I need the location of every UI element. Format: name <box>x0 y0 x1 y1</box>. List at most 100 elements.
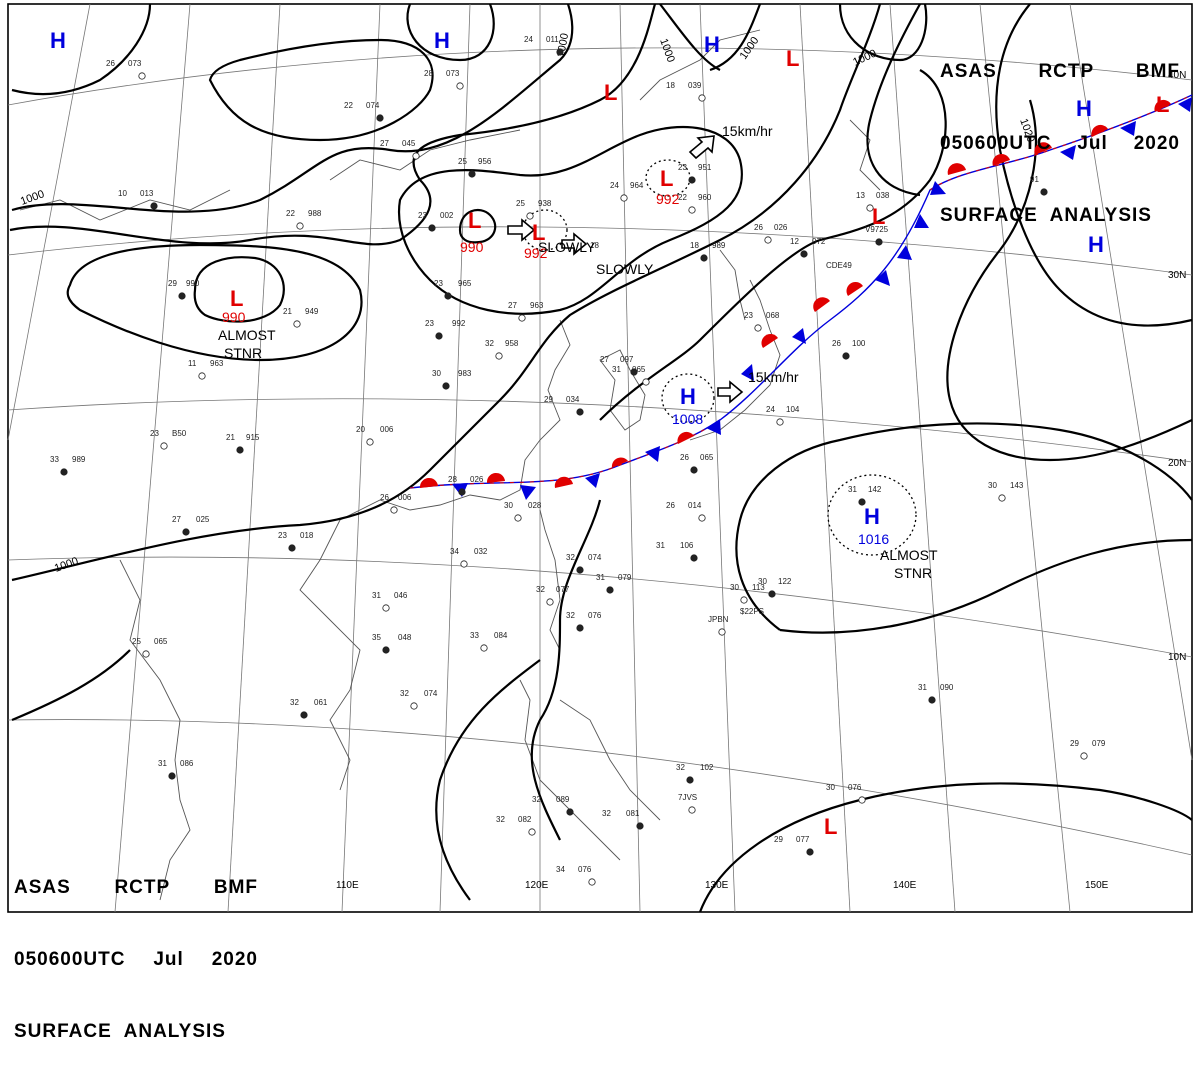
station-value: 27 <box>600 355 609 364</box>
warm-front-semicircle <box>677 431 694 444</box>
station-marker <box>1080 752 1088 760</box>
issuer-code: BMF <box>213 877 258 898</box>
station-value: 11 <box>188 359 197 368</box>
station-value: 23 <box>744 311 753 320</box>
station-code: RCTP <box>1038 61 1095 82</box>
station-value: 013 <box>140 189 154 198</box>
station-value: 963 <box>530 301 544 310</box>
station-value: 22 <box>344 101 353 110</box>
station-marker <box>198 372 206 380</box>
station-value: 065 <box>154 637 168 646</box>
low-pressure-center: L <box>468 208 481 233</box>
high-pressure-center: H <box>50 28 66 53</box>
chart-header-top: ASAS RCTP BMF 050600UTC Jul 2020 SURFACE… <box>940 12 1180 252</box>
lat-labels: 40N 30N 20N 10N <box>1168 70 1186 663</box>
station-value: 91 <box>1030 175 1039 184</box>
station-value: 32 <box>532 795 541 804</box>
annotation-stnr: STNR <box>894 565 932 581</box>
station-marker <box>800 250 808 258</box>
station-marker <box>142 650 150 658</box>
station-marker <box>412 152 420 160</box>
station-marker <box>768 590 776 598</box>
annotations: ALMOST STNR SLOWLY SLOWLY 15km/hr 15km/h… <box>218 123 938 581</box>
warm-front-semicircle <box>486 472 505 483</box>
station-value: 32 <box>676 763 685 772</box>
station-value: 26 <box>680 453 689 462</box>
lon-label-120e: 120E <box>525 880 549 891</box>
warm-front-semicircle <box>1154 99 1171 112</box>
station-value: 992 <box>452 319 466 328</box>
station-value: 081 <box>626 809 640 818</box>
station-value: 915 <box>246 433 260 442</box>
cold-front-triangle <box>741 364 754 381</box>
low-pressure-center: L <box>604 80 617 105</box>
station-value: 960 <box>698 193 712 202</box>
latitude-lines <box>7 47 1193 856</box>
annotation-slowly: SLOWLY <box>596 261 654 277</box>
station-value: 32 <box>602 809 611 818</box>
station-marker <box>168 772 176 780</box>
lon-label-150e: 150E <box>1085 880 1109 891</box>
product-code: ASAS <box>940 61 997 82</box>
station-value: 034 <box>566 395 580 404</box>
station-value: 25 <box>516 199 525 208</box>
warm-front-symbols <box>419 99 1171 488</box>
station-code: RCTP <box>114 877 171 898</box>
station-value: 949 <box>305 307 319 316</box>
station-value: 10 <box>118 189 127 198</box>
station-marker <box>526 212 534 220</box>
station-marker <box>410 702 418 710</box>
station-marker <box>428 224 436 232</box>
station-value: 31 <box>848 485 857 494</box>
footer-line-3: SURFACE ANALYSIS <box>14 1021 226 1042</box>
station-marker <box>458 488 466 496</box>
low-pressure-value: 990 <box>460 239 484 255</box>
station-value: 23 <box>278 531 287 540</box>
station-value: 988 <box>308 209 322 218</box>
station-value: 956 <box>478 157 492 166</box>
station-marker <box>576 624 584 632</box>
station-value: 33 <box>470 631 479 640</box>
station-value: 006 <box>398 493 412 502</box>
station-value: 951 <box>698 163 712 172</box>
high-pressure-center: H <box>434 28 450 53</box>
station-value: 048 <box>398 633 412 642</box>
station-value: 27 <box>172 515 181 524</box>
station-value: 27 <box>508 301 517 310</box>
station-value: 12 <box>790 237 799 246</box>
station-value: 014 <box>688 501 702 510</box>
issuer-code: BMF <box>1135 61 1180 82</box>
station-marker <box>236 446 244 454</box>
station-value: 079 <box>618 573 632 582</box>
station-value: 23 <box>425 319 434 328</box>
station-value: 30 <box>504 501 513 510</box>
station-value: 21 <box>226 433 235 442</box>
station-marker <box>875 238 883 246</box>
valid-time: 050600UTC <box>940 133 1052 154</box>
station-marker <box>740 596 748 604</box>
lon-label-130e: 130E <box>705 880 729 891</box>
station-value: 028 <box>528 501 542 510</box>
chart-header-bottom: ASAS RCTP BMF 050600UTC Jul 2020 SURFACE… <box>14 828 258 1068</box>
station-value: 27 <box>380 139 389 148</box>
station-marker <box>588 878 596 886</box>
station-marker <box>366 438 374 446</box>
station-marker <box>460 560 468 568</box>
station-value: 13 <box>856 191 865 200</box>
station-value: 077 <box>556 585 570 594</box>
station-marker <box>376 114 384 122</box>
station-value: 29 <box>774 835 783 844</box>
station-marker <box>382 646 390 654</box>
lon-label-140e: 140E <box>893 880 917 891</box>
station-value: 32 <box>566 553 575 562</box>
cold-front-triangle <box>1060 145 1076 160</box>
low-pressure-value: 992 <box>524 245 548 261</box>
longitude-lines <box>7 3 1193 913</box>
warm-front-semicircle <box>813 297 830 312</box>
cold-front-triangle <box>1178 97 1192 112</box>
station-value: 084 <box>494 631 508 640</box>
station-value: 30 <box>988 481 997 490</box>
station-value: 28 <box>424 69 433 78</box>
cold-front-triangle <box>645 446 660 462</box>
station-value: 34 <box>450 547 459 556</box>
